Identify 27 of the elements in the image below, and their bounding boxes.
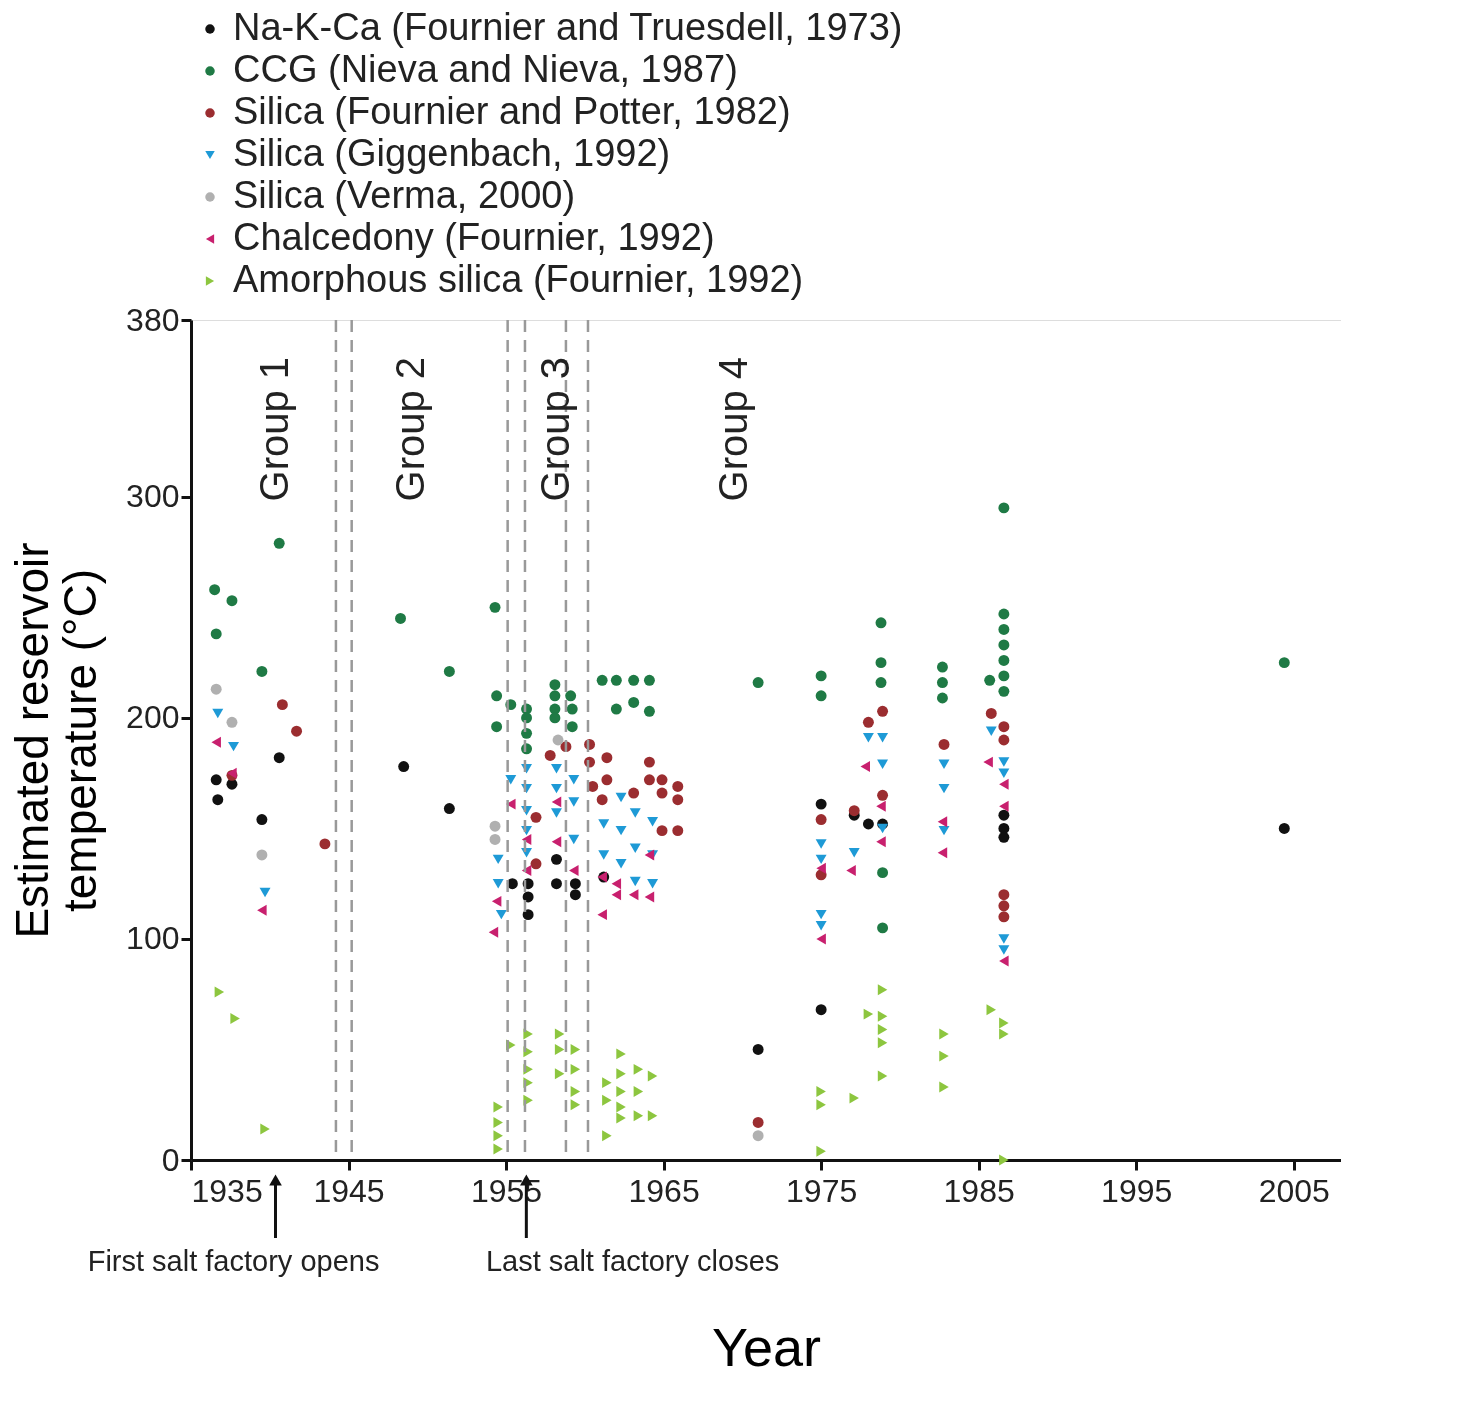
legend-label: CCG (Nieva and Nieva, 1987) xyxy=(233,48,738,90)
y-tick-label: 100 xyxy=(126,920,180,957)
y-tick-label: 200 xyxy=(126,699,180,736)
text: Last salt factory closes xyxy=(485,1245,780,1277)
legend-label: Amorphous silica (Fournier, 1992) xyxy=(233,258,804,300)
legend-label: Silica (Verma, 2000) xyxy=(233,174,576,216)
annotation: Group 1 xyxy=(251,356,296,502)
legend-label: Na-K-Ca (Fournier and Truesdell, 1973) xyxy=(233,6,903,48)
x-tick-label: 1945 xyxy=(313,1172,385,1209)
y-tick-label: 380 xyxy=(126,301,180,338)
x-axis-title: Year xyxy=(711,1316,822,1377)
x-tick-label: 1985 xyxy=(943,1172,1015,1209)
y-tick-label: 0 xyxy=(161,1141,180,1178)
y-axis-title: Estimated reservoir temperature (°C) xyxy=(6,542,107,939)
x-tick-label: 1995 xyxy=(1101,1172,1173,1209)
legend-label: Silica (Fournier and Potter, 1982) xyxy=(233,90,791,132)
legend-label: Chalcedony (Fournier, 1992) xyxy=(233,216,715,258)
annotation: Group 3 xyxy=(532,356,577,502)
x-tick-label: 1965 xyxy=(628,1172,700,1209)
x-tick-label: 2005 xyxy=(1258,1172,1330,1209)
text: First salt factory opens xyxy=(87,1245,380,1277)
x-tick-label: 1935 xyxy=(191,1172,263,1209)
legend-label: Silica (Giggenbach, 1992) xyxy=(233,132,671,174)
y-tick-label: 300 xyxy=(126,478,180,515)
annotation: Group 4 xyxy=(710,356,755,502)
annotation: Group 2 xyxy=(387,356,432,502)
x-tick-label: 1975 xyxy=(786,1172,858,1209)
